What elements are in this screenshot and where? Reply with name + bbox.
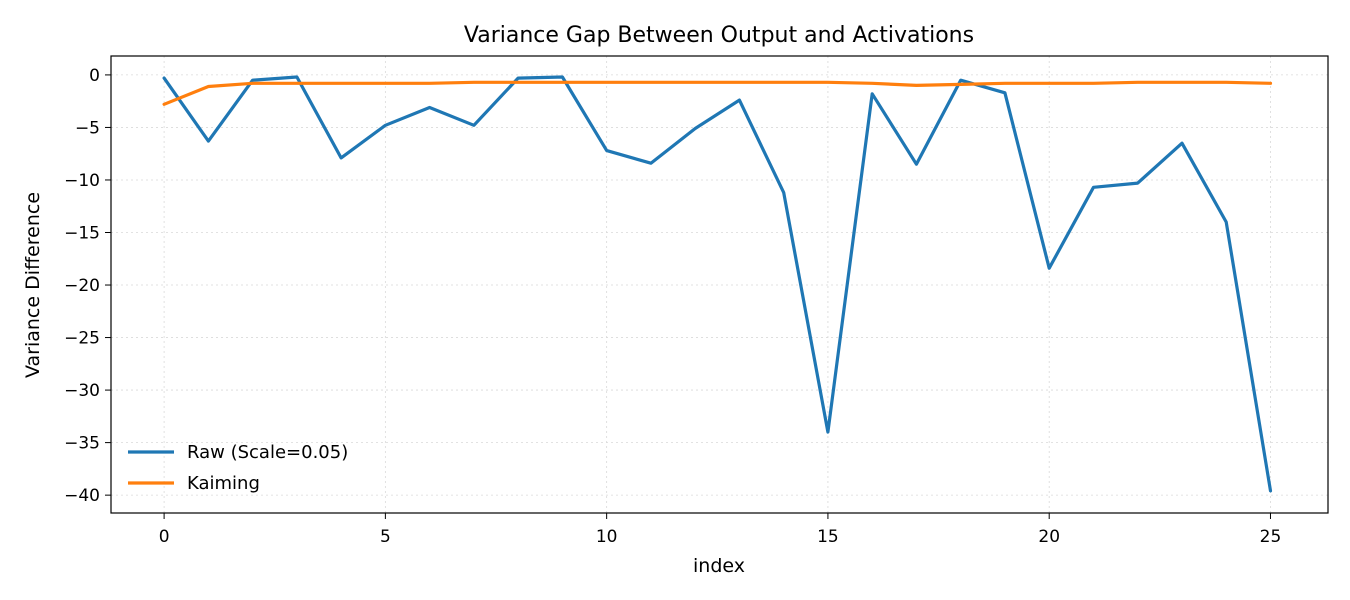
x-tick-label: 20 [1038, 527, 1060, 547]
x-tick-label: 10 [596, 527, 618, 547]
chart-title: Variance Gap Between Output and Activati… [464, 23, 974, 48]
x-tick-label: 15 [817, 527, 839, 547]
y-tick-label: −30 [64, 381, 100, 401]
x-tick-label: 25 [1260, 527, 1282, 547]
y-tick-label: −10 [64, 171, 100, 191]
series-lines [162, 75, 1273, 493]
y-tick-label: −20 [64, 276, 100, 296]
y-tick-label: −25 [64, 329, 100, 349]
y-tick-label: −15 [64, 223, 100, 243]
grid [111, 56, 1328, 513]
y-tick-label: −40 [64, 486, 100, 506]
y-tick-label: −35 [64, 434, 100, 454]
series-line-1 [162, 80, 1273, 106]
plot-area-frame [110, 55, 1329, 514]
x-axis: 0 5 10 15 20 25 [159, 513, 1282, 547]
legend-label: Raw (Scale=0.05) [187, 442, 348, 463]
legend: Raw (Scale=0.05) Kaiming [128, 442, 348, 494]
y-axis: 0 −5 −10 −15 −20 −25 −30 −35 −40 [64, 66, 111, 506]
y-axis-label: Variance Difference [22, 192, 44, 378]
legend-label: Kaiming [187, 473, 260, 494]
x-tick-label: 0 [159, 527, 170, 547]
y-tick-label: 0 [89, 66, 100, 86]
y-tick-label: −5 [75, 118, 100, 138]
x-axis-label: index [693, 555, 745, 577]
x-tick-label: 5 [380, 527, 391, 547]
series-line-0 [162, 75, 1273, 493]
